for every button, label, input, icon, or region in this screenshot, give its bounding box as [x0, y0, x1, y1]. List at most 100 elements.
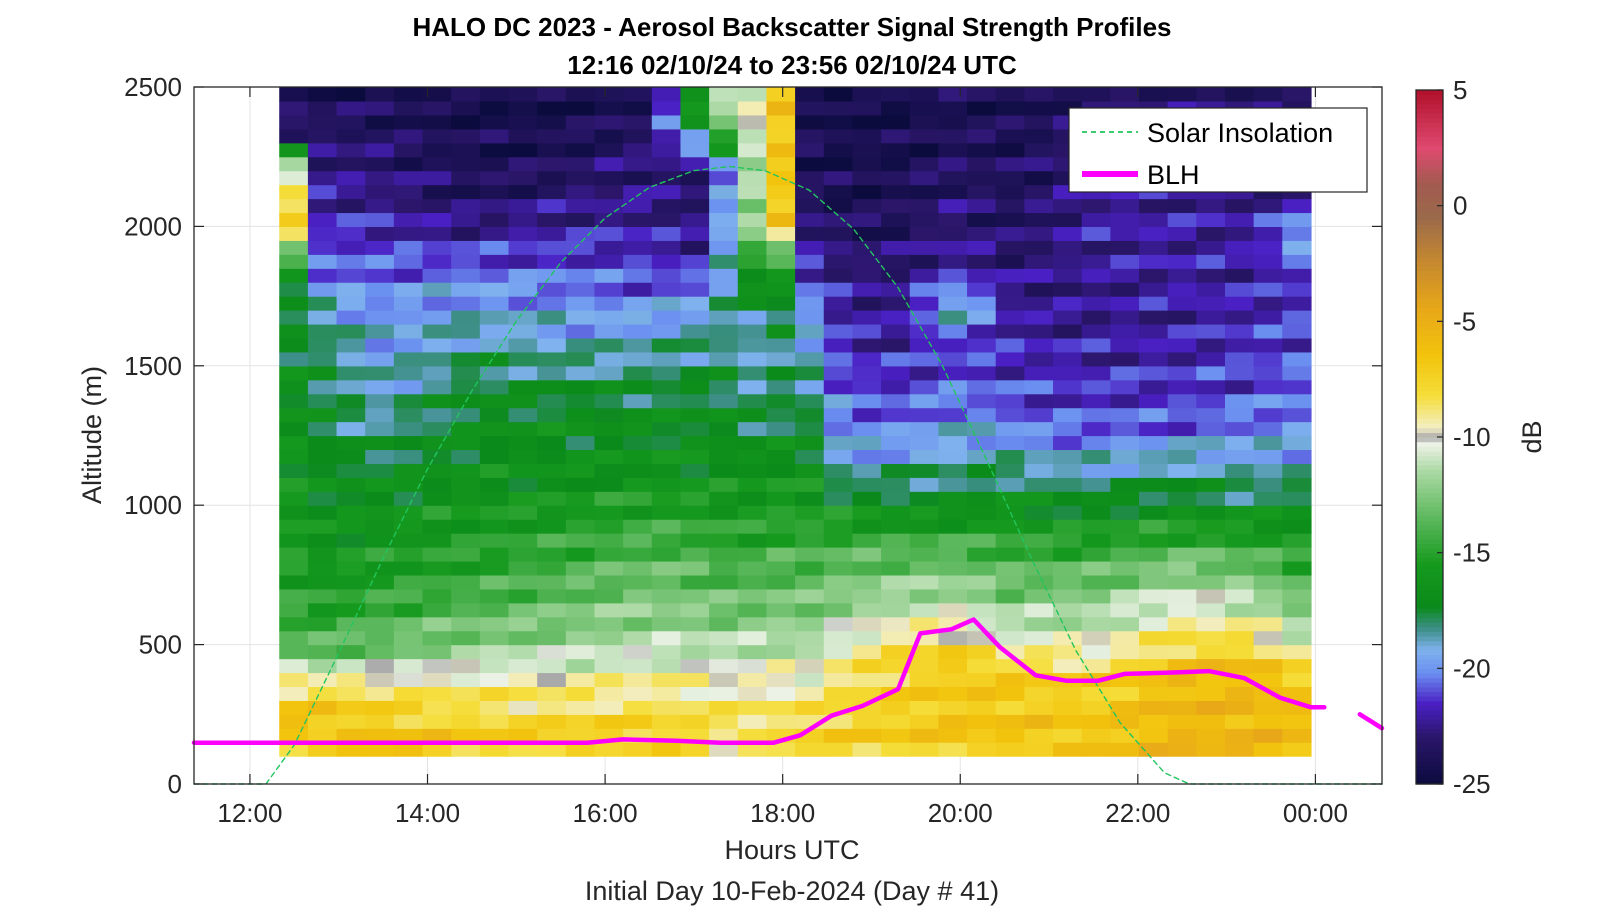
heatmap-cell	[1110, 240, 1140, 255]
heatmap-cell	[766, 156, 796, 172]
colorbar-segment	[1416, 538, 1443, 545]
colorbar-segment	[1416, 427, 1443, 433]
heatmap-cell	[565, 226, 596, 241]
heatmap-cell	[479, 170, 510, 186]
heatmap-cell	[995, 198, 1025, 214]
colorbar-segment	[1416, 247, 1443, 253]
heatmap-cell	[938, 310, 968, 325]
heatmap-cell	[623, 184, 653, 200]
heatmap-cell	[1024, 296, 1054, 311]
heatmap-cell	[967, 87, 997, 102]
heatmap-cell	[1282, 658, 1312, 674]
heatmap-cell	[307, 644, 338, 660]
heatmap-cell	[651, 212, 682, 227]
heatmap-cell	[279, 560, 309, 576]
heatmap-cell	[795, 491, 825, 506]
heatmap-cell	[852, 588, 882, 604]
heatmap-cell	[737, 588, 768, 604]
heatmap-cell	[336, 728, 366, 743]
heatmap-cell	[508, 337, 538, 353]
heatmap-cell	[307, 254, 338, 269]
heatmap-cell	[393, 379, 424, 395]
heatmap-cell	[365, 547, 395, 562]
heatmap-cell	[565, 365, 596, 381]
heatmap-cell	[422, 435, 452, 451]
heatmap-cell	[307, 588, 338, 604]
colorbar-segment	[1416, 719, 1443, 725]
heatmap-cell	[594, 547, 624, 562]
heatmap-cell	[565, 421, 596, 437]
heatmap-cell	[967, 686, 997, 701]
heatmap-cell	[1282, 560, 1312, 576]
heatmap-cell	[1081, 393, 1111, 409]
heatmap-cell	[709, 337, 739, 353]
colorbar-segment	[1416, 640, 1443, 646]
heatmap-cell	[709, 254, 739, 269]
heatmap-cell	[651, 142, 682, 158]
colorbar-segment	[1416, 288, 1443, 295]
heatmap-cell	[1196, 728, 1226, 743]
heatmap-cell	[909, 616, 939, 632]
heatmap-cell	[709, 588, 739, 604]
heatmap-cell	[823, 282, 854, 297]
colorbar-tick-label: -15	[1453, 538, 1491, 568]
heatmap-cell	[938, 100, 968, 116]
heatmap-cell	[881, 282, 911, 297]
heatmap-cell	[1139, 337, 1169, 353]
heatmap-cell	[393, 547, 424, 562]
heatmap-cell	[479, 240, 510, 255]
heatmap-cell	[623, 254, 653, 269]
heatmap-cell	[1224, 574, 1255, 590]
heatmap-cell	[823, 449, 854, 464]
heatmap-cell	[680, 547, 710, 562]
heatmap-cell	[1196, 686, 1226, 701]
heatmap-cell	[1139, 254, 1169, 269]
heatmap-cell	[508, 435, 538, 451]
heatmap-cell	[1224, 491, 1255, 506]
heatmap-cell	[1253, 519, 1283, 534]
heatmap-cell	[365, 268, 395, 283]
heatmap-cell	[1110, 212, 1140, 227]
heatmap-cell	[422, 170, 452, 186]
heatmap-cell	[537, 533, 567, 548]
heatmap-cell	[795, 435, 825, 451]
colorbar-segment	[1416, 150, 1443, 156]
heatmap-cell	[651, 700, 682, 715]
heatmap-cell	[1224, 310, 1255, 325]
heatmap-cell	[1167, 700, 1197, 715]
heatmap-cell	[1139, 379, 1169, 395]
heatmap-cell	[938, 365, 968, 381]
heatmap-cell	[422, 519, 452, 534]
heatmap-cell	[1253, 379, 1283, 395]
heatmap-cell	[737, 686, 768, 701]
heatmap-cell	[1167, 337, 1197, 353]
heatmap-cell	[1139, 547, 1169, 562]
heatmap-cell	[1224, 463, 1255, 478]
heatmap-cell	[680, 602, 710, 618]
heatmap-cell	[307, 351, 338, 367]
heatmap-cell	[795, 379, 825, 395]
heatmap-cell	[938, 351, 968, 367]
colorbar-segment	[1416, 251, 1443, 258]
heatmap-cell	[1081, 742, 1111, 757]
heatmap-cell	[565, 114, 596, 130]
heatmap-cell	[336, 742, 366, 757]
heatmap-cell	[823, 184, 854, 200]
heatmap-cell	[393, 184, 424, 200]
heatmap-cell	[307, 142, 338, 158]
heatmap-cell	[594, 296, 624, 311]
heatmap-cell	[479, 463, 510, 478]
heatmap-cell	[651, 644, 682, 660]
colorbar-segment	[1416, 534, 1443, 540]
colorbar-segment	[1416, 492, 1443, 498]
heatmap-cell	[852, 700, 882, 715]
heatmap-cell	[307, 672, 338, 688]
heatmap-cell	[995, 296, 1025, 311]
heatmap-cell	[479, 491, 510, 506]
heatmap-cell	[1081, 477, 1111, 492]
heatmap-cell	[995, 421, 1025, 437]
heatmap-cell	[823, 519, 854, 534]
heatmap-cell	[823, 602, 854, 618]
heatmap-cell	[623, 435, 653, 451]
heatmap-cell	[537, 142, 567, 158]
